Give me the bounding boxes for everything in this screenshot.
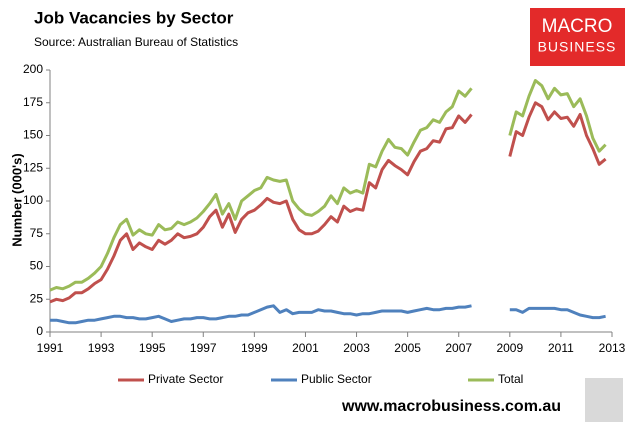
website: www.macrobusiness.com.au — [341, 398, 561, 415]
x-tick-label: 2005 — [394, 341, 421, 355]
legend-label: Public Sector — [301, 372, 372, 386]
x-tick-label: 1993 — [88, 341, 115, 355]
y-tick-label: 125 — [23, 160, 43, 174]
logo-text: MACRO — [542, 16, 613, 37]
legend-label: Total — [498, 372, 523, 386]
chart-title: Job Vacancies by Sector — [34, 8, 234, 27]
wolf-icon — [585, 378, 623, 422]
x-tick-label: 2013 — [599, 341, 626, 355]
y-tick-label: 50 — [30, 259, 44, 273]
y-tick-label: 150 — [23, 128, 43, 142]
y-tick-label: 175 — [23, 95, 43, 109]
x-tick-label: 1997 — [190, 341, 217, 355]
x-tick-label: 2003 — [343, 341, 370, 355]
line-series — [49, 101, 607, 304]
logo-box — [530, 8, 625, 66]
x-tick-label: 2007 — [445, 341, 472, 355]
y-axis-label: Number (000's) — [9, 153, 24, 246]
line-series — [50, 304, 606, 325]
x-tick-label: 2001 — [292, 341, 319, 355]
y-tick-label: 0 — [36, 324, 43, 338]
x-tick-label: 1995 — [139, 341, 166, 355]
x-tick-label: 1991 — [37, 341, 64, 355]
x-tick-label: 1999 — [241, 341, 268, 355]
y-tick-label: 100 — [23, 193, 43, 207]
line-series — [49, 79, 607, 292]
logo-text: BUSINESS — [538, 39, 617, 55]
y-tick-label: 25 — [30, 291, 44, 305]
x-tick-label: 2009 — [496, 341, 523, 355]
y-tick-label: 200 — [23, 62, 43, 76]
legend-label: Private Sector — [148, 372, 223, 386]
x-tick-label: 2011 — [548, 341, 574, 355]
y-tick-label: 75 — [30, 226, 44, 240]
chart-subtitle: Source: Australian Bureau of Statistics — [34, 35, 238, 49]
